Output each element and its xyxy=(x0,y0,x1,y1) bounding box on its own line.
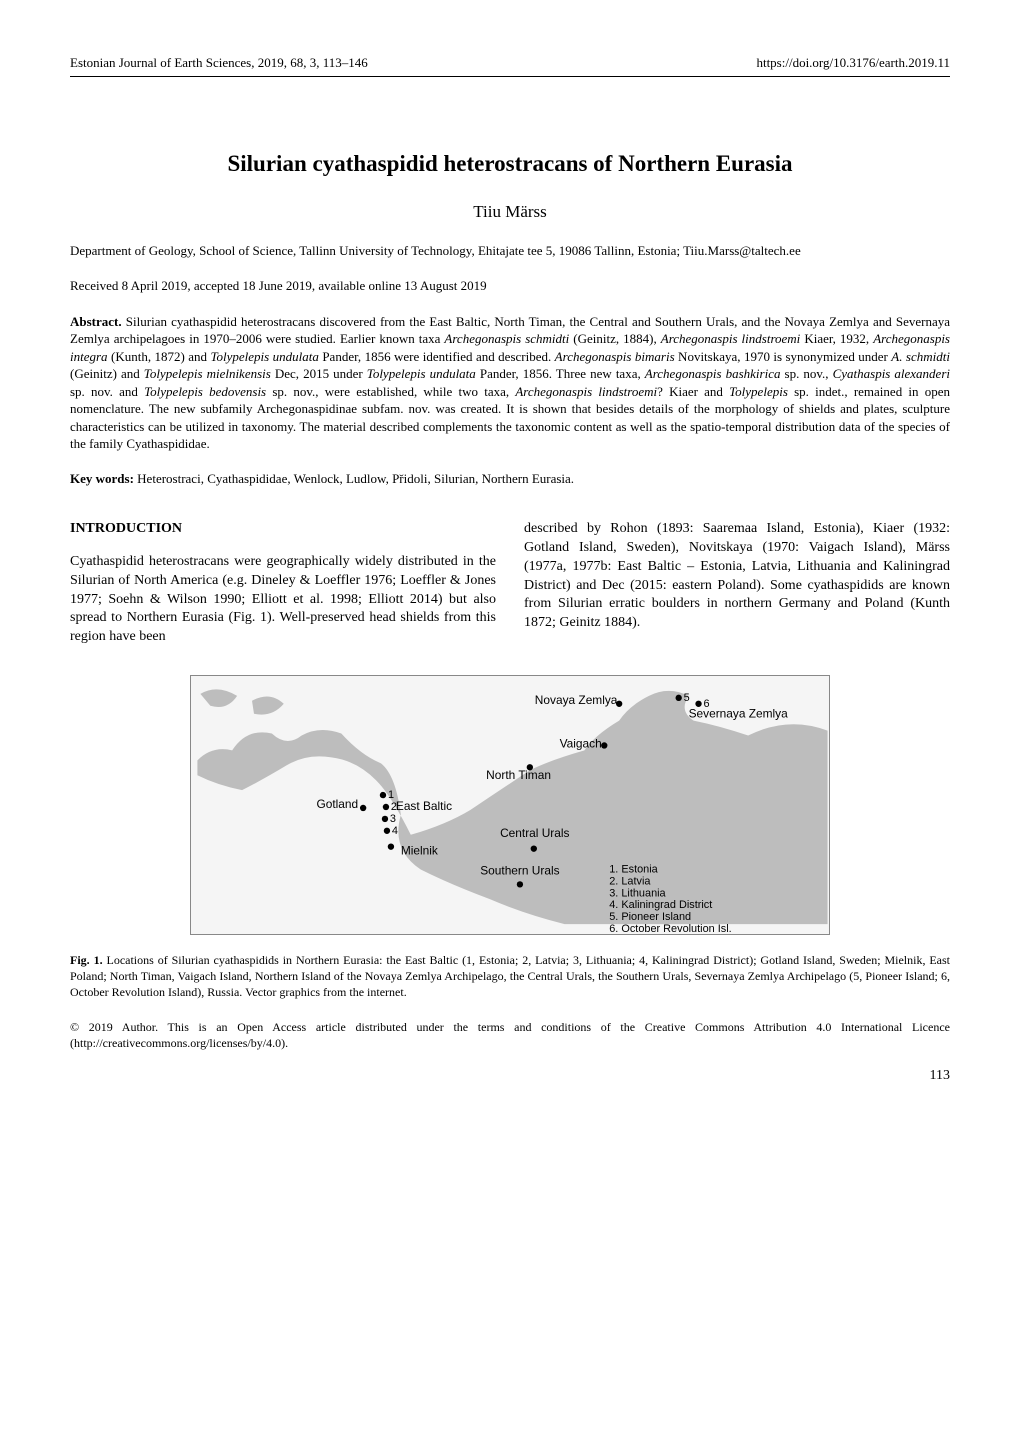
figure-1-caption: Fig. 1. Locations of Silurian cyathaspid… xyxy=(70,952,950,1001)
map-dot-number: 3 xyxy=(390,813,396,825)
doi-link[interactable]: https://doi.org/10.3176/earth.2019.11 xyxy=(756,55,950,72)
journal-citation: Estonian Journal of Earth Sciences, 2019… xyxy=(70,55,368,72)
map-dot-3 xyxy=(382,816,388,822)
intro-right-column: described by Rohon (1893: Saaremaa Islan… xyxy=(524,520,950,647)
keywords: Key words: Heterostraci, Cyathaspididae,… xyxy=(70,471,950,488)
map-dot-2 xyxy=(383,804,389,810)
figure-label: Fig. 1. xyxy=(70,953,103,967)
map-dot-4 xyxy=(384,828,390,834)
abstract: Abstract. Silurian cyathaspidid heterost… xyxy=(70,313,950,453)
legend-entry: 5. Pioneer Island xyxy=(609,911,691,923)
article-title: Silurian cyathaspidid heterostracans of … xyxy=(70,149,950,179)
map-dot-Gotland-dot xyxy=(360,805,366,811)
map-dot-Southern-Urals-dot xyxy=(517,881,523,887)
map-label: Central Urals xyxy=(500,826,569,840)
map-dot-Mielnik-dot xyxy=(388,844,394,850)
received-dates: Received 8 April 2019, accepted 18 June … xyxy=(70,278,950,295)
legend-entry: 3. Lithuania xyxy=(609,888,666,900)
map-dot-number: 5 xyxy=(684,692,690,704)
intro-text-left: Cyathaspidid heterostracans were geograp… xyxy=(70,553,496,647)
legend-entry: 6. October Revolution Isl. xyxy=(609,923,731,935)
map-dot-number: 4 xyxy=(392,825,398,837)
map-dot-5 xyxy=(676,695,682,701)
intro-left-column: INTRODUCTION Cyathaspidid heterostracans… xyxy=(70,520,496,647)
intro-text-right: described by Rohon (1893: Saaremaa Islan… xyxy=(524,520,950,633)
map-label: Southern Urals xyxy=(480,864,559,878)
map-dot-Vaigach-dot xyxy=(601,743,607,749)
intro-columns: INTRODUCTION Cyathaspidid heterostracans… xyxy=(70,520,950,647)
keywords-body: Heterostraci, Cyathaspididae, Wenlock, L… xyxy=(137,471,574,486)
running-header: Estonian Journal of Earth Sciences, 2019… xyxy=(70,55,950,77)
legend-entry: 1. Estonia xyxy=(609,864,658,876)
abstract-body: Silurian cyathaspidid heterostracans dis… xyxy=(70,314,950,452)
map-label: Vaigach xyxy=(560,737,602,751)
map-label: Gotland xyxy=(317,797,359,811)
license-text: © 2019 Author. This is an Open Access ar… xyxy=(70,1019,950,1051)
map-dot-1 xyxy=(380,792,386,798)
map-label: Novaya Zemlya xyxy=(535,693,618,707)
section-heading-introduction: INTRODUCTION xyxy=(70,520,496,539)
map-dot-Central-Urals-dot xyxy=(531,846,537,852)
map-dot-number: 1 xyxy=(388,789,394,801)
figure-caption-text: Locations of Silurian cyathaspidids in N… xyxy=(70,953,950,999)
keywords-label: Key words: xyxy=(70,471,134,486)
map-label: Mielnik xyxy=(401,844,438,858)
map-label: East Baltic xyxy=(396,799,452,813)
map-label: North Timan xyxy=(486,768,551,782)
legend-entry: 2. Latvia xyxy=(609,876,651,888)
legend-entry: 4. Kaliningrad District xyxy=(609,899,712,911)
abstract-label: Abstract. xyxy=(70,314,122,329)
map-figure: 123456 Novaya ZemlyaSevernaya ZemlyaVaig… xyxy=(190,675,830,935)
author-affiliation: Department of Geology, School of Science… xyxy=(70,243,950,260)
figure-1: 123456 Novaya ZemlyaSevernaya ZemlyaVaig… xyxy=(70,675,950,942)
page-number: 113 xyxy=(70,1067,950,1085)
author-name: Tiiu Märss xyxy=(70,201,950,223)
map-label: Severnaya Zemlya xyxy=(689,707,789,721)
